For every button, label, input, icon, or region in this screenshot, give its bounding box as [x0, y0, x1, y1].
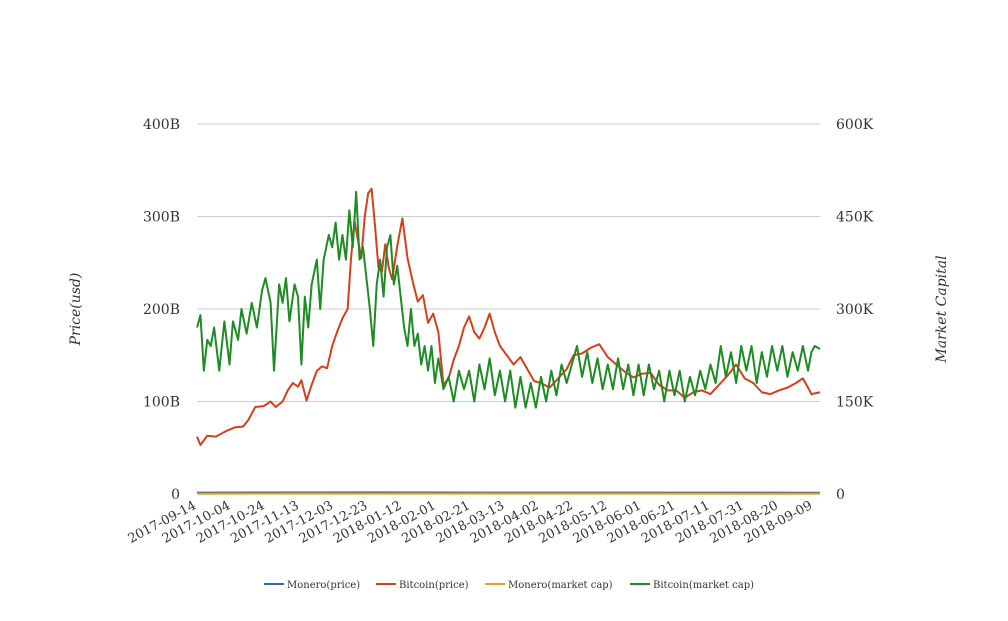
y-left-tick-label: 200B — [143, 302, 180, 318]
y-left-tick-label: 0 — [171, 487, 180, 503]
y-left-ticks: 0 100B 200B 300B 400B — [143, 117, 180, 503]
x-ticks: 2017-09-142017-10-042017-10-242017-11-13… — [126, 498, 815, 546]
y-right-axis-title: Market Capital — [934, 255, 950, 363]
legend-label: Monero(price) — [287, 580, 360, 591]
legend: Monero(price) Bitcoin(price) Monero(market… — [264, 580, 754, 591]
legend-label: Monero(market cap) — [508, 580, 613, 591]
y-left-tick-label: 400B — [143, 117, 180, 133]
legend-label: Bitcoin(price) — [399, 580, 469, 591]
y-right-tick-label: 450K — [836, 210, 874, 226]
series-lines — [197, 189, 820, 494]
y-right-tick-label: 150K — [836, 395, 874, 411]
y-right-tick-label: 600K — [836, 117, 874, 133]
y-left-tick-label: 300B — [143, 210, 180, 226]
y-right-tick-label: 300K — [836, 302, 874, 318]
y-left-axis-title: Price(usd) — [68, 273, 84, 347]
y-right-ticks: 0 150K 300K 450K 600K — [836, 117, 874, 503]
series-line-3 — [197, 192, 820, 408]
legend-label: Bitcoin(market cap) — [653, 580, 754, 591]
y-left-tick-label: 100B — [143, 395, 180, 411]
y-right-tick-label: 0 — [836, 487, 845, 503]
